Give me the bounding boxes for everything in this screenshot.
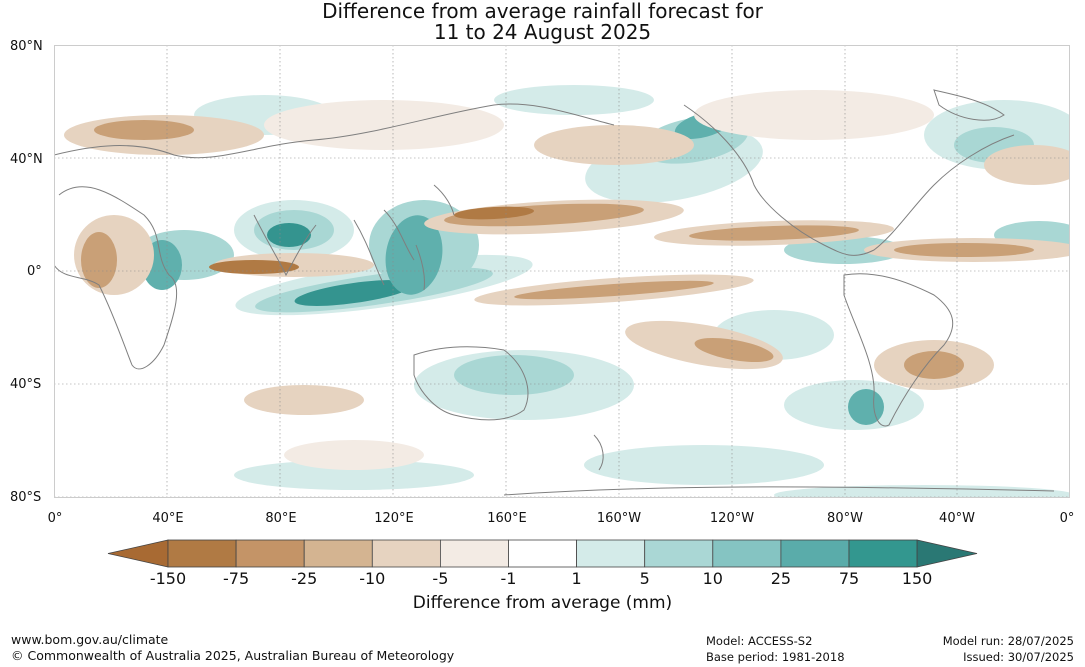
colorbar-label: 150	[901, 569, 933, 588]
anomaly-region	[774, 485, 1070, 498]
anomaly-region	[454, 206, 534, 220]
coastline	[54, 186, 178, 370]
colorbar-swatch	[780, 539, 850, 568]
footer-issued: Issued: 30/07/2025	[963, 650, 1074, 664]
coastline	[413, 346, 529, 421]
colorbar-swatches	[107, 539, 978, 568]
anomaly-region	[904, 351, 964, 379]
anomaly-region	[984, 145, 1070, 185]
lon-label-160e: 160°E	[487, 511, 527, 526]
lat-label-40n: 40°N	[10, 152, 43, 167]
anomaly-fields	[64, 85, 1070, 498]
colorbar-label: 75	[838, 569, 860, 588]
colorbar-label: -150	[149, 569, 187, 588]
colorbar-swatch	[167, 539, 237, 568]
lon-label-40e: 40°E	[152, 511, 184, 526]
colorbar-swatch	[235, 539, 305, 568]
anomaly-region	[94, 120, 194, 140]
colorbar-label: 10	[702, 569, 723, 588]
anomaly-region	[848, 389, 884, 425]
colorbar-swatch	[439, 539, 509, 568]
anomaly-region	[284, 440, 424, 470]
lon-label-0-end: 0°	[1059, 511, 1075, 526]
anomaly-region	[264, 100, 504, 150]
colorbar-swatch-min	[107, 539, 169, 568]
colorbar-label: -10	[359, 569, 386, 588]
lat-label-eq: 0°	[27, 264, 42, 279]
colorbar-label: 25	[770, 569, 792, 588]
colorbar-swatch	[508, 539, 577, 568]
anomaly-region	[784, 236, 904, 264]
anomaly-region	[454, 355, 574, 395]
coastline	[253, 214, 317, 277]
map-title-line-1: Difference from average rainfall forecas…	[322, 0, 763, 23]
colorbar-label: 5	[639, 569, 650, 588]
colorbar-swatch	[303, 539, 373, 568]
lon-label-120w: 120°W	[709, 511, 755, 526]
colorbar-swatch	[576, 539, 646, 568]
footer-base-period: Base period: 1981-2018	[706, 650, 845, 664]
lon-label-40w: 40°W	[939, 511, 975, 526]
lon-label-80e: 80°E	[265, 511, 297, 526]
lon-label-160w: 160°W	[596, 511, 642, 526]
footer-model-run: Model run: 28/07/2025	[942, 634, 1074, 648]
colorbar-label: 1	[571, 569, 582, 588]
lat-label-40s: 40°S	[10, 377, 42, 392]
colorbar-swatch	[371, 539, 441, 568]
anomaly-region	[267, 223, 311, 247]
map-title-line-2: 11 to 24 August 2025	[433, 20, 652, 44]
anomaly-region	[894, 243, 1034, 257]
coastline	[933, 89, 1005, 121]
anomaly-region	[385, 215, 443, 295]
anomaly-region	[244, 385, 364, 415]
anomaly-region	[689, 225, 859, 241]
anomaly-region	[694, 90, 934, 140]
anomaly-region	[81, 232, 117, 288]
colorbar-swatch	[712, 539, 782, 568]
anomaly-region	[584, 445, 824, 485]
coastlines	[54, 89, 1055, 496]
anomaly-region	[209, 260, 299, 274]
map-frame	[54, 45, 1070, 498]
colorbar-unit-label: Difference from average (mm)	[412, 593, 673, 613]
coastline	[503, 486, 1055, 496]
anomaly-region	[534, 125, 694, 165]
lon-label-0: 0°	[47, 511, 63, 526]
lat-label-80s: 80°S	[10, 490, 42, 505]
colorbar-label: -25	[291, 569, 318, 588]
rainfall-anomaly-map	[54, 45, 1070, 498]
lat-label-80n: 80°N	[10, 39, 43, 54]
footer-model: Model: ACCESS-S2	[706, 634, 813, 648]
footer-copyright: © Commonwealth of Australia 2025, Austra…	[11, 648, 455, 663]
coastline	[415, 184, 455, 291]
anomaly-region	[294, 280, 414, 306]
colorbar-swatch	[848, 539, 918, 568]
anomaly-region	[494, 85, 654, 115]
coastline	[843, 273, 954, 427]
anomaly-region	[694, 337, 774, 363]
coastline	[54, 103, 615, 159]
footer-website: www.bom.gov.au/climate	[11, 632, 169, 647]
coastline	[353, 209, 415, 286]
coastline	[593, 434, 604, 471]
colorbar-label: -1	[500, 569, 517, 588]
anomaly-region	[234, 460, 474, 490]
anomaly-region	[514, 280, 714, 300]
colorbar-label: -75	[223, 569, 250, 588]
colorbar-label: -5	[432, 569, 449, 588]
lon-label-120e: 120°E	[374, 511, 414, 526]
colorbar-swatch-max	[916, 539, 978, 568]
lon-label-80w: 80°W	[827, 511, 863, 526]
coastline	[683, 104, 1015, 256]
colorbar-swatch	[644, 539, 714, 568]
